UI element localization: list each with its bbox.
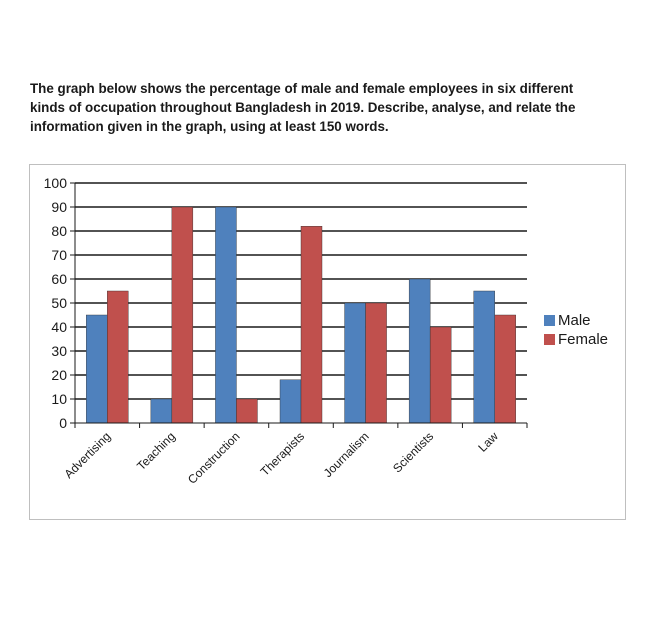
- x-category-label: Teaching: [134, 429, 178, 473]
- bar-female: [171, 206, 194, 424]
- y-tick-label: 60: [51, 271, 67, 287]
- bar-male: [473, 290, 495, 424]
- legend-label-female: Female: [558, 331, 608, 348]
- bar-female: [300, 226, 323, 424]
- legend-swatch-male: [544, 315, 555, 326]
- bar-male: [215, 206, 237, 424]
- legend-label-male: Male: [558, 312, 591, 329]
- legend-swatch-female: [544, 334, 555, 345]
- chart-frame: 0 10 20 30 40 50 60 70 80 90 100 Advertising Teachi…: [29, 164, 626, 520]
- bar-male: [279, 379, 302, 424]
- y-tick-label: 90: [51, 199, 67, 215]
- bar-female: [494, 314, 516, 424]
- bar-male: [344, 302, 366, 424]
- bar-male: [86, 314, 108, 424]
- prompt-line-3: information given in the graph, using at…: [30, 119, 389, 134]
- x-category-label: Construction: [185, 429, 243, 487]
- y-tick-label: 70: [51, 247, 67, 263]
- bar-chart: 0 10 20 30 40 50 60 70 80 90 100 Advertising Teachi…: [44, 175, 608, 487]
- bars: [86, 206, 516, 424]
- bar-male: [408, 278, 431, 424]
- bar-female: [236, 398, 258, 424]
- y-tick-labels: 0 10 20 30 40 50 60 70 80 90 100: [44, 175, 68, 431]
- bar-female: [429, 326, 452, 424]
- axes: [70, 182, 528, 428]
- question-prompt: The graph below shows the percentage of …: [30, 79, 640, 136]
- prompt-line-1: The graph below shows the percentage of …: [30, 81, 574, 96]
- x-category-label: Scientists: [390, 429, 436, 475]
- x-category-label: Advertising: [62, 429, 114, 481]
- prompt-line-2: kinds of occupation throughout Banglades…: [30, 100, 576, 115]
- y-tick-label: 100: [44, 175, 68, 191]
- y-tick-label: 10: [51, 391, 67, 407]
- x-category-label: Law: [475, 429, 501, 455]
- x-category-label: Journalism: [321, 429, 372, 480]
- legend: Male Female: [544, 312, 608, 348]
- y-tick-label: 0: [59, 415, 67, 431]
- bar-female: [365, 302, 387, 424]
- bar-female: [107, 290, 129, 424]
- x-category-labels: Advertising Teaching Construction Therapist…: [62, 429, 502, 487]
- x-category-label: Therapists: [258, 429, 308, 479]
- y-tick-label: 40: [51, 319, 67, 335]
- y-tick-label: 30: [51, 343, 67, 359]
- y-tick-label: 80: [51, 223, 67, 239]
- bar-male: [150, 398, 173, 424]
- y-tick-label: 50: [51, 295, 67, 311]
- y-tick-label: 20: [51, 367, 67, 383]
